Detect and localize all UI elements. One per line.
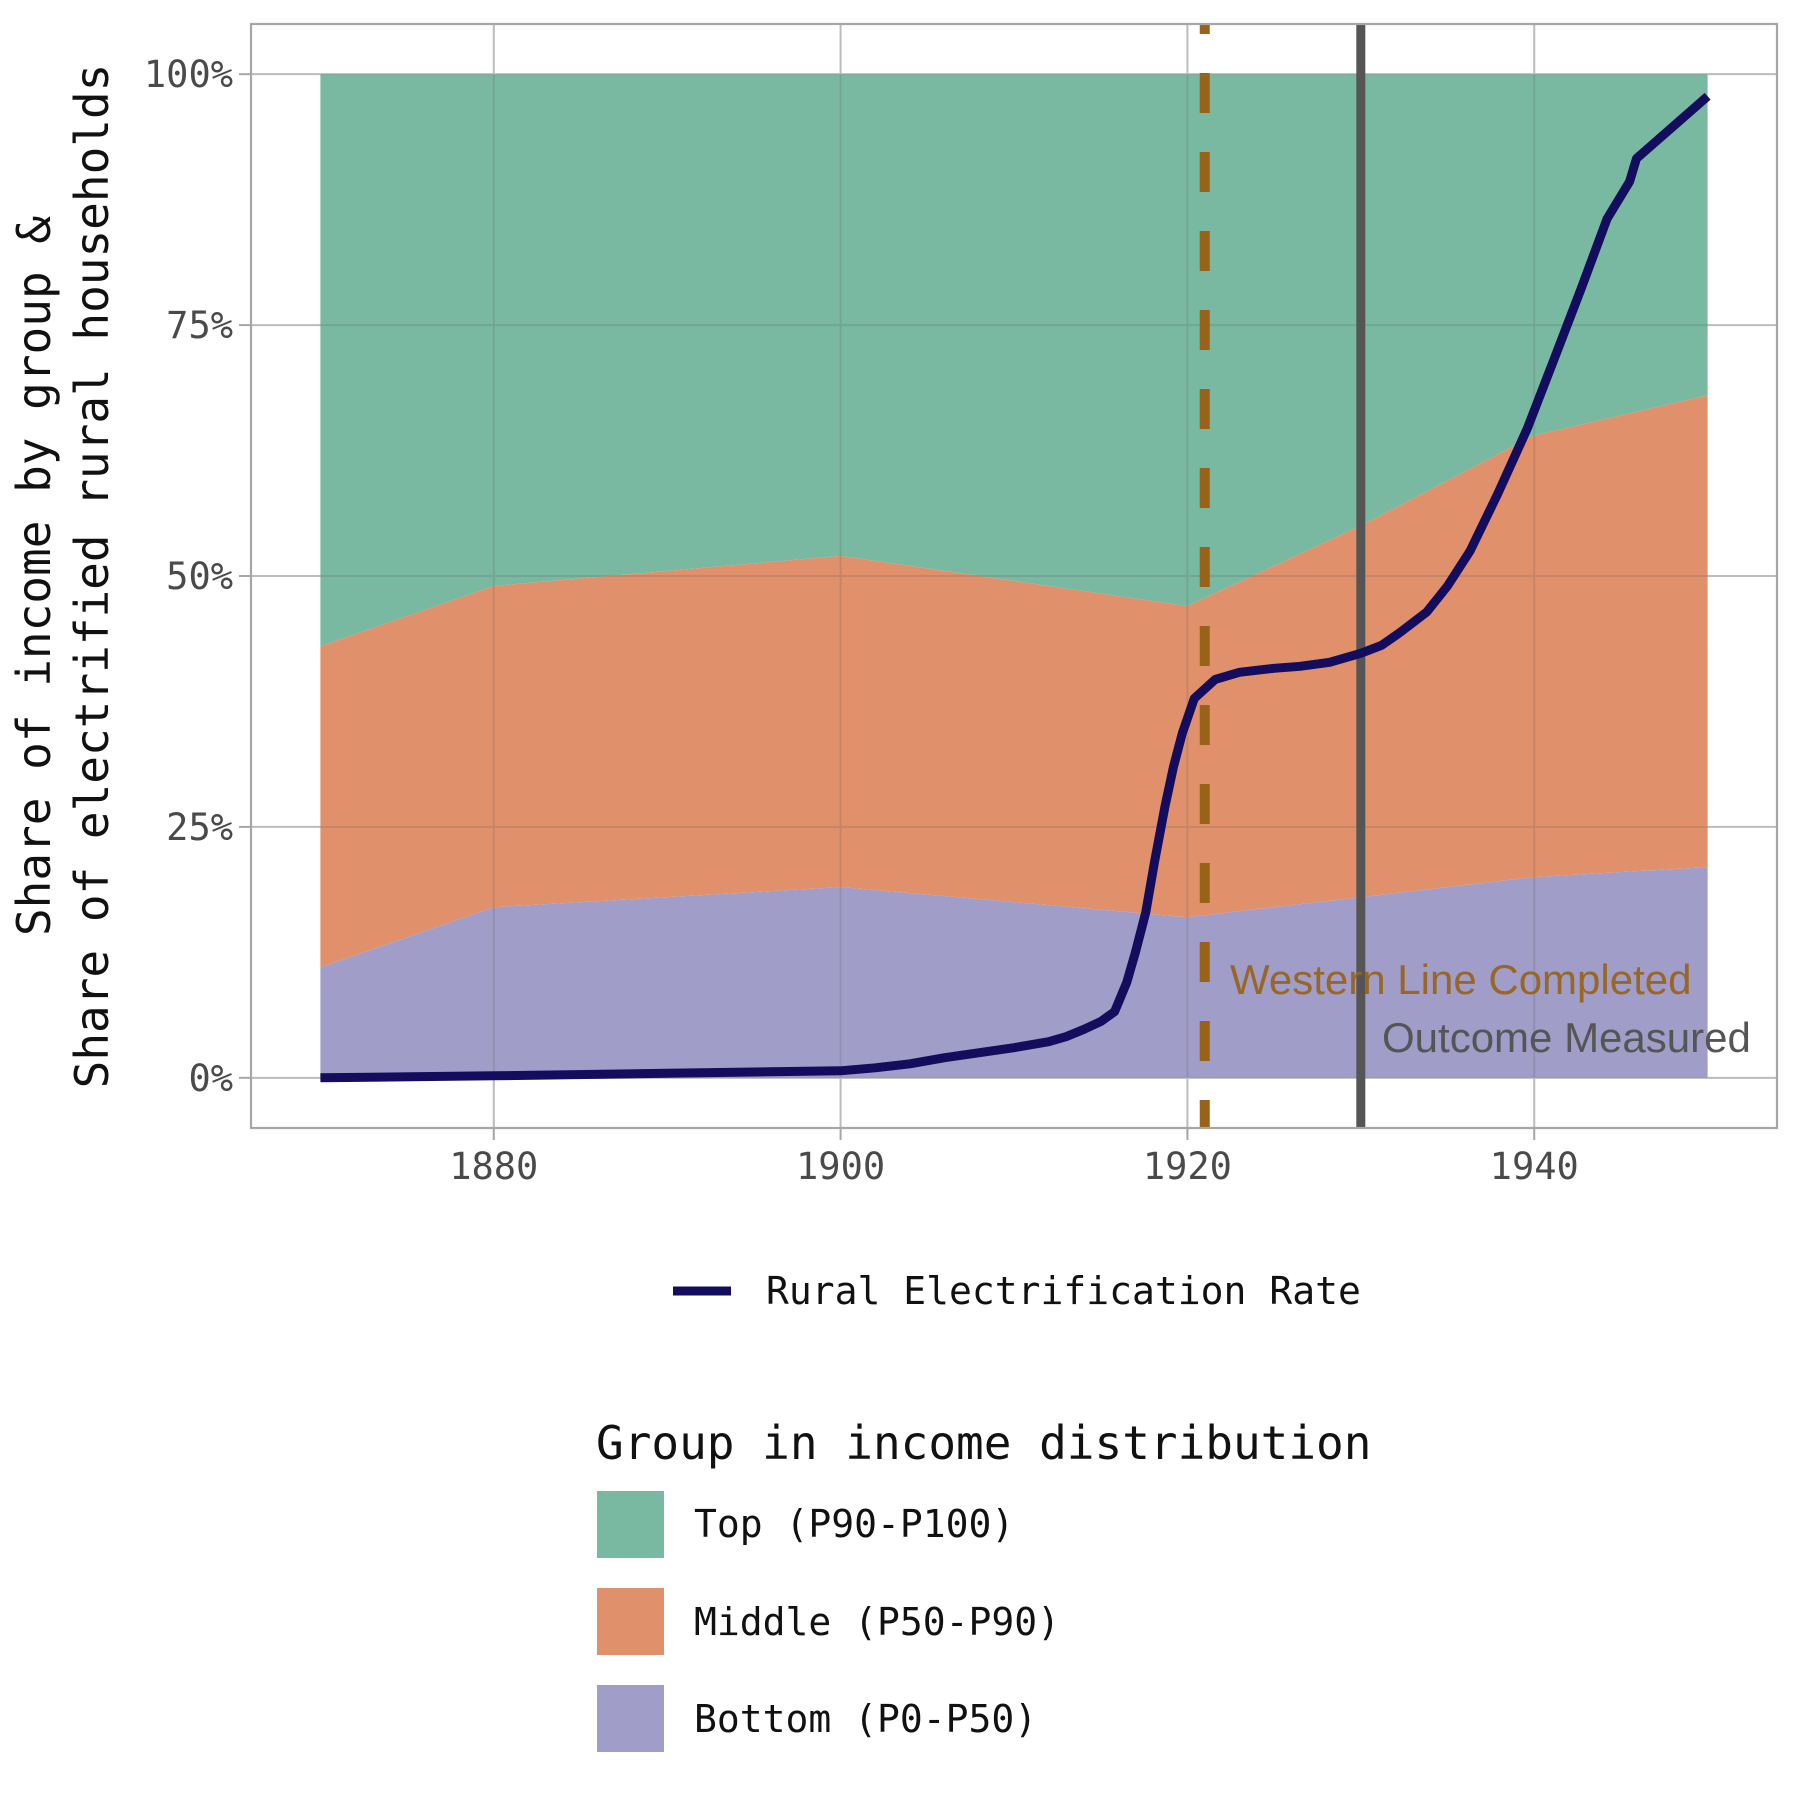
y-tick-label: 75%	[166, 304, 233, 347]
x-tick-label: 1940	[1490, 1145, 1579, 1188]
y-axis-title-line-2: Share of electrified rural households	[65, 64, 119, 1089]
y-axis-title-line-1: Share of income by group &	[7, 216, 61, 936]
legend-key-top	[597, 1491, 664, 1558]
legend-groups: Group in income distribution Top (P90-P1…	[596, 1416, 1371, 1752]
y-tick-label: 100%	[144, 53, 233, 96]
legend-key-bottom	[597, 1685, 664, 1752]
axes: 0% 25% 50% 75% 100% 1880 1900 1920 1940	[144, 53, 1579, 1188]
legend-line-label: Rural Electrification Rate	[766, 1269, 1361, 1313]
reference-lines	[1199, 24, 1366, 1128]
legend-label-middle: Middle (P50-P90)	[694, 1600, 1060, 1644]
y-tick-label: 25%	[166, 806, 233, 849]
legend-label-top: Top (P90-P100)	[694, 1502, 1014, 1546]
legend-label-bottom: Bottom (P0-P50)	[694, 1697, 1037, 1741]
y-tick-label: 0%	[188, 1057, 233, 1100]
y-axis-title: Share of income by group & Share of elec…	[7, 64, 119, 1089]
x-tick-label: 1880	[449, 1145, 538, 1188]
electrification-line-group	[320, 92, 1711, 1083]
legend-groups-title: Group in income distribution	[596, 1416, 1371, 1470]
x-tick-label: 1900	[796, 1145, 885, 1188]
legend-line: Rural Electrification Rate	[673, 1269, 1361, 1313]
electrification-line	[320, 92, 1711, 1083]
legend-key-middle	[597, 1588, 664, 1655]
annotation-outcome-measured: Outcome Measured	[1382, 1014, 1751, 1061]
annotation-western-line: Western Line Completed	[1230, 956, 1691, 1003]
y-tick-label: 50%	[166, 555, 233, 598]
x-tick-label: 1920	[1143, 1145, 1232, 1188]
